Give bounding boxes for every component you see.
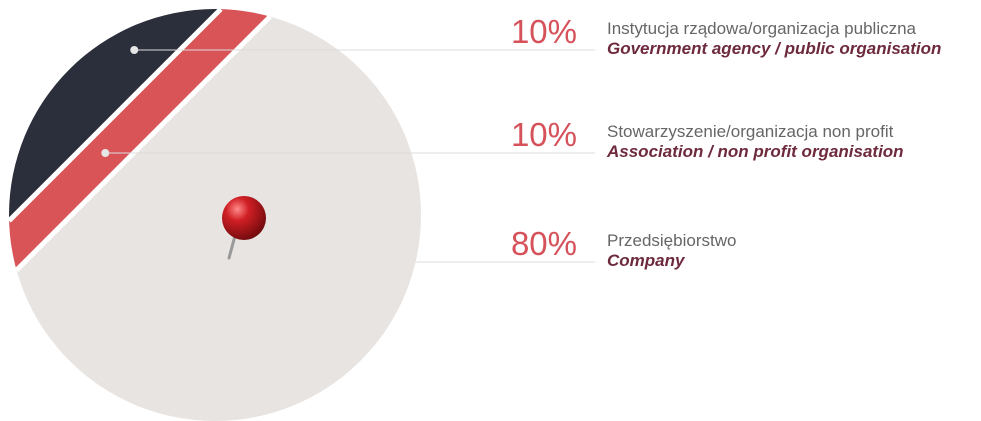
leader-dot: [130, 46, 139, 54]
value-label: 10%: [511, 13, 577, 50]
category-label: Instytucja rządowa/organizacja publiczna: [607, 19, 917, 38]
leader-dot: [101, 149, 110, 157]
category-label: Przedsiębiorstwo: [607, 231, 736, 250]
value-label: 80%: [511, 225, 577, 262]
category-label: Stowarzyszenie/organizacja non profit: [607, 122, 894, 141]
slice-separator: [14, 14, 272, 272]
category-translation: Government agency / public organisation: [607, 39, 941, 58]
category-translation: Association / non profit organisation: [606, 142, 904, 161]
category-translation: Company: [607, 251, 686, 270]
value-label: 10%: [511, 116, 577, 153]
pie: [7, 7, 421, 421]
pin-icon: [222, 196, 266, 260]
slice-separator: [7, 7, 223, 223]
